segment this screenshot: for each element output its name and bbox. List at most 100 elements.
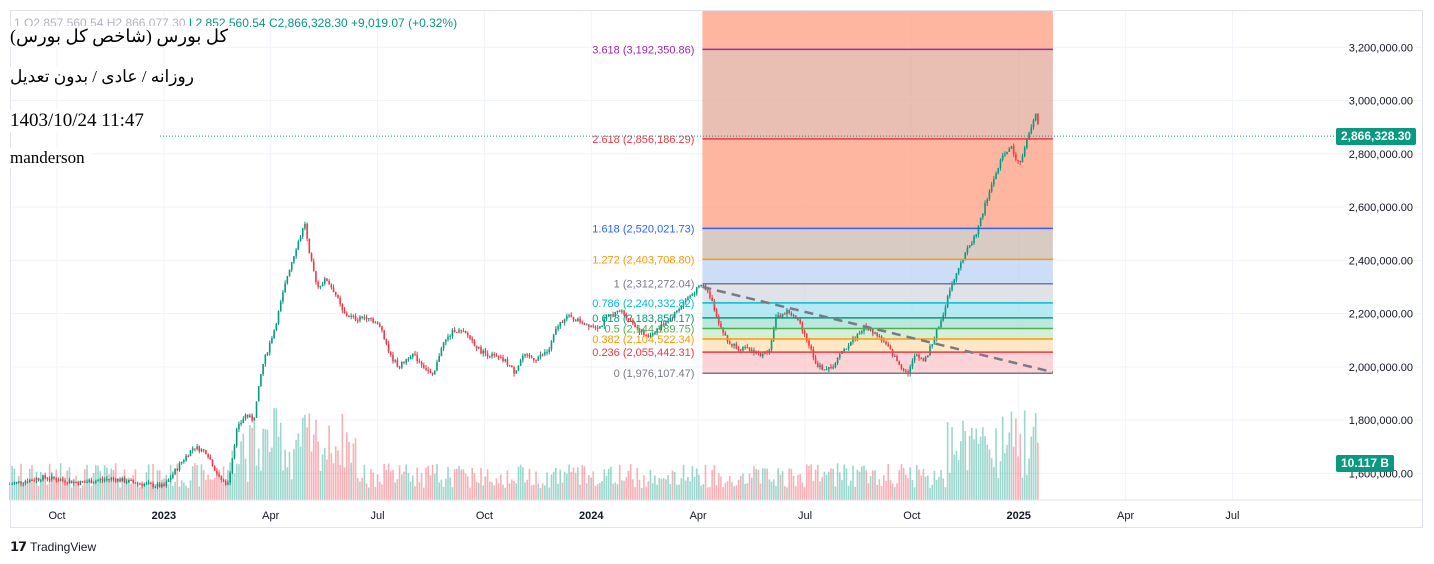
candle-body bbox=[128, 480, 130, 483]
volume-bar bbox=[447, 466, 449, 500]
candle-body bbox=[698, 285, 700, 288]
candle-body bbox=[11, 483, 14, 485]
volume-bar bbox=[504, 487, 507, 500]
candle-body bbox=[48, 478, 51, 480]
volume-bar bbox=[649, 469, 652, 500]
candle-body bbox=[489, 356, 491, 358]
candle-body bbox=[508, 365, 511, 367]
volume-bar bbox=[651, 483, 654, 500]
candle-body bbox=[772, 328, 775, 341]
candle-body bbox=[596, 327, 599, 329]
candle-body bbox=[323, 278, 326, 284]
volume-bar bbox=[612, 483, 614, 500]
candle-body bbox=[64, 480, 66, 483]
volume-bar bbox=[524, 482, 526, 500]
volume-bar bbox=[557, 483, 559, 500]
volume-bar bbox=[264, 429, 267, 500]
volume-bar bbox=[407, 472, 410, 500]
candle-body bbox=[189, 450, 192, 456]
volume-bar bbox=[334, 446, 337, 500]
volume-bar bbox=[315, 419, 317, 500]
candle-body bbox=[321, 283, 324, 287]
candle-body bbox=[295, 249, 297, 257]
candle-body bbox=[286, 276, 289, 284]
volume-bar bbox=[916, 464, 918, 500]
candle-body bbox=[315, 271, 317, 282]
candle-body bbox=[134, 482, 137, 484]
volume-bar bbox=[475, 481, 478, 500]
volume-bar bbox=[101, 477, 104, 500]
candle-body bbox=[480, 347, 482, 354]
volume-bar bbox=[768, 479, 771, 500]
volume-bar bbox=[420, 472, 423, 500]
overlay-title: کل بورس (شاخص کل بورس) bbox=[10, 26, 235, 47]
candle-body bbox=[253, 417, 256, 421]
volume-bar bbox=[990, 458, 993, 500]
candle-body bbox=[290, 262, 293, 270]
volume-bar bbox=[997, 477, 1000, 500]
candle-body bbox=[220, 476, 223, 481]
candle-body bbox=[546, 351, 548, 353]
candle-body bbox=[139, 483, 141, 485]
volume-bar bbox=[801, 482, 804, 500]
candle-body bbox=[601, 325, 603, 327]
volume-bar bbox=[603, 469, 606, 500]
volume-bar bbox=[44, 477, 47, 500]
candle-body bbox=[106, 479, 108, 481]
volume-bar bbox=[731, 482, 733, 500]
volume-bar bbox=[403, 471, 405, 500]
candle-body bbox=[178, 463, 181, 471]
overlay-subtitle: روزانه / عادی / بدون تعدیل bbox=[10, 67, 200, 87]
volume-bar bbox=[438, 482, 441, 500]
volume-bar bbox=[62, 476, 64, 500]
candle-body bbox=[211, 459, 214, 467]
volume-bar bbox=[257, 448, 260, 500]
volume-bar bbox=[693, 476, 696, 500]
candle-body bbox=[654, 332, 656, 334]
volume-bar bbox=[700, 485, 702, 500]
candle-body bbox=[649, 335, 652, 337]
candle-body bbox=[1012, 146, 1015, 155]
volume-bar bbox=[583, 466, 586, 500]
tradingview-brand[interactable]: 𝟭𝟳 TradingView bbox=[10, 539, 96, 555]
candle-body bbox=[810, 345, 812, 350]
volume-bar bbox=[753, 466, 755, 500]
candle-body bbox=[878, 335, 881, 337]
candle-body bbox=[876, 332, 879, 336]
volume-bar bbox=[418, 482, 421, 500]
candle-body bbox=[59, 479, 62, 481]
volume-bar bbox=[984, 436, 986, 500]
volume-bar bbox=[279, 422, 282, 500]
candle-body bbox=[312, 261, 315, 272]
candle-body bbox=[777, 315, 779, 318]
volume-bar bbox=[189, 480, 192, 500]
volume-bar bbox=[790, 468, 793, 500]
candle-body bbox=[46, 477, 49, 479]
volume-bar bbox=[739, 475, 742, 500]
fib-label: 3.618 (3,192,350.86) bbox=[592, 44, 694, 56]
candle-body bbox=[497, 356, 500, 358]
volume-bar bbox=[517, 466, 520, 500]
volume-bar bbox=[706, 487, 709, 500]
candle-body bbox=[328, 280, 330, 285]
candle-body bbox=[819, 365, 821, 368]
volume-bar bbox=[304, 414, 306, 500]
candle-body bbox=[183, 460, 185, 463]
volume-bar bbox=[640, 487, 643, 500]
volume-bar bbox=[519, 464, 522, 500]
volume-bar bbox=[878, 479, 881, 500]
volume-bar bbox=[55, 469, 58, 500]
volume-bar bbox=[409, 481, 412, 500]
candle-body bbox=[709, 291, 711, 298]
candle-body bbox=[467, 333, 469, 336]
volume-bar bbox=[792, 475, 795, 500]
candle-body bbox=[572, 316, 575, 320]
volume-bar bbox=[596, 484, 599, 500]
y-tick-label: 2,600,000.00 bbox=[1349, 202, 1413, 214]
candle-body bbox=[394, 360, 396, 362]
volume-bar bbox=[894, 487, 896, 500]
volume-bar bbox=[632, 479, 634, 500]
volume-bar bbox=[51, 471, 53, 500]
candle-body bbox=[872, 328, 874, 334]
